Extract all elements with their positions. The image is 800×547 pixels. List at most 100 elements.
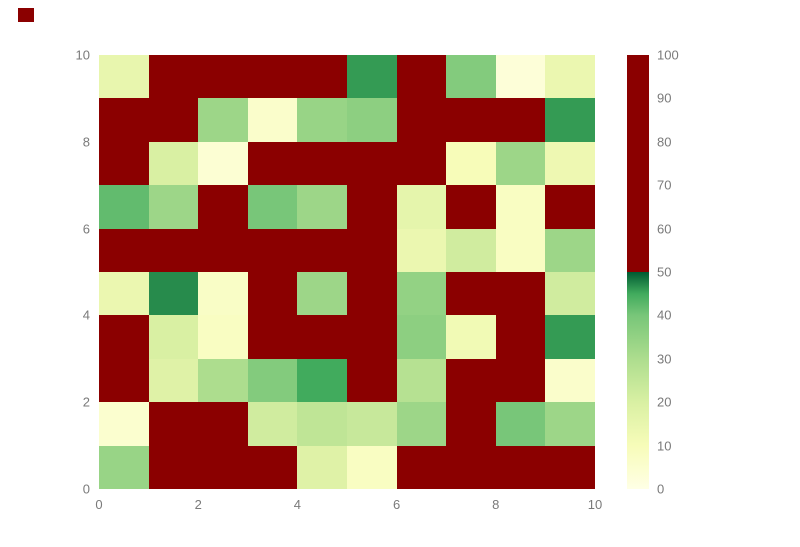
heatmap-cell[interactable] (148, 185, 199, 229)
heatmap-cell[interactable] (346, 98, 397, 142)
heatmap-cell[interactable] (545, 185, 595, 229)
heatmap-cell[interactable] (99, 445, 149, 489)
heatmap-cell[interactable] (247, 358, 298, 403)
heatmap-cell[interactable] (396, 55, 447, 99)
heatmap-cell[interactable] (346, 315, 397, 359)
heatmap-cell[interactable] (148, 228, 199, 272)
heatmap-cell[interactable] (446, 185, 496, 229)
heatmap-cell[interactable] (446, 272, 496, 316)
heatmap-cell[interactable] (346, 55, 397, 99)
heatmap-cell[interactable] (148, 141, 199, 186)
heatmap-cell[interactable] (247, 445, 298, 489)
heatmap-cell[interactable] (99, 402, 149, 446)
heatmap-cell[interactable] (198, 98, 248, 142)
heatmap-cell[interactable] (297, 98, 347, 142)
heatmap-cell[interactable] (446, 445, 496, 489)
heatmap-cell[interactable] (148, 315, 199, 359)
heatmap-cell[interactable] (346, 272, 397, 316)
heatmap-cell[interactable] (446, 315, 496, 359)
heatmap-cell[interactable] (297, 445, 347, 489)
heatmap-cell[interactable] (247, 141, 298, 186)
heatmap-cell[interactable] (297, 55, 347, 99)
heatmap-cell[interactable] (446, 358, 496, 403)
heatmap-cell[interactable] (495, 358, 546, 403)
heatmap-cell[interactable] (297, 228, 347, 272)
heatmap-cell[interactable] (99, 55, 149, 99)
heatmap-cell[interactable] (545, 55, 595, 99)
heatmap-cell[interactable] (495, 402, 546, 446)
heatmap-cell[interactable] (297, 185, 347, 229)
heatmap-cell[interactable] (99, 228, 149, 272)
heatmap-cell[interactable] (148, 55, 199, 99)
heatmap-cell[interactable] (545, 98, 595, 142)
heatmap-cell[interactable] (198, 272, 248, 316)
heatmap-cell[interactable] (297, 315, 347, 359)
heatmap-cell[interactable] (346, 402, 397, 446)
heatmap-cell[interactable] (247, 402, 298, 446)
heatmap-cell[interactable] (148, 98, 199, 142)
heatmap-cell[interactable] (99, 315, 149, 359)
heatmap-cell[interactable] (396, 402, 447, 446)
heatmap-cell[interactable] (198, 315, 248, 359)
heatmap-cell[interactable] (446, 98, 496, 142)
heatmap-cell[interactable] (297, 141, 347, 186)
heatmap-cell[interactable] (247, 55, 298, 99)
heatmap-cell[interactable] (346, 141, 397, 186)
heatmap-cell[interactable] (297, 358, 347, 403)
heatmap-cell[interactable] (198, 228, 248, 272)
heatmap-cell[interactable] (148, 402, 199, 446)
heatmap-cell[interactable] (495, 228, 546, 272)
heatmap-cell[interactable] (247, 98, 298, 142)
heatmap-cell[interactable] (545, 228, 595, 272)
heatmap-cell[interactable] (396, 358, 447, 403)
heatmap-cell[interactable] (545, 358, 595, 403)
heatmap-cell[interactable] (247, 272, 298, 316)
heatmap-cell[interactable] (446, 55, 496, 99)
heatmap-cell[interactable] (346, 228, 397, 272)
heatmap-cell[interactable] (396, 315, 447, 359)
heatmap-cell[interactable] (99, 141, 149, 186)
heatmap-cell[interactable] (198, 358, 248, 403)
heatmap-cell[interactable] (99, 185, 149, 229)
heatmap-cell[interactable] (446, 228, 496, 272)
heatmap-cell[interactable] (495, 98, 546, 142)
heatmap-cell[interactable] (346, 185, 397, 229)
heatmap-cell[interactable] (198, 55, 248, 99)
heatmap-cell[interactable] (396, 141, 447, 186)
heatmap-cell[interactable] (247, 228, 298, 272)
heatmap-cell[interactable] (198, 185, 248, 229)
heatmap-cell[interactable] (198, 402, 248, 446)
heatmap-cell[interactable] (99, 272, 149, 316)
heatmap-cell[interactable] (545, 445, 595, 489)
heatmap-cell[interactable] (396, 98, 447, 142)
heatmap-cell[interactable] (346, 358, 397, 403)
heatmap-cell[interactable] (495, 272, 546, 316)
heatmap-cell[interactable] (297, 272, 347, 316)
heatmap-cell[interactable] (446, 402, 496, 446)
heatmap-cell[interactable] (495, 141, 546, 186)
heatmap-cell[interactable] (495, 445, 546, 489)
heatmap-cell[interactable] (495, 185, 546, 229)
heatmap-cell[interactable] (99, 358, 149, 403)
heatmap-cell[interactable] (396, 445, 447, 489)
heatmap-cell[interactable] (198, 141, 248, 186)
heatmap-cell[interactable] (198, 445, 248, 489)
heatmap-cell[interactable] (495, 55, 546, 99)
heatmap-cell[interactable] (495, 315, 546, 359)
heatmap-cell[interactable] (99, 98, 149, 142)
heatmap-cell[interactable] (545, 272, 595, 316)
heatmap-cell[interactable] (545, 402, 595, 446)
heatmap-cell[interactable] (148, 358, 199, 403)
heatmap-cell[interactable] (148, 272, 199, 316)
heatmap-cell[interactable] (247, 185, 298, 229)
heatmap-cell[interactable] (446, 141, 496, 186)
heatmap-plot[interactable] (99, 55, 595, 489)
heatmap-cell[interactable] (247, 315, 298, 359)
heatmap-cell[interactable] (545, 141, 595, 186)
heatmap-cell[interactable] (396, 228, 447, 272)
heatmap-cell[interactable] (346, 445, 397, 489)
heatmap-cell[interactable] (148, 445, 199, 489)
heatmap-cell[interactable] (545, 315, 595, 359)
heatmap-cell[interactable] (396, 272, 447, 316)
heatmap-cell[interactable] (297, 402, 347, 446)
